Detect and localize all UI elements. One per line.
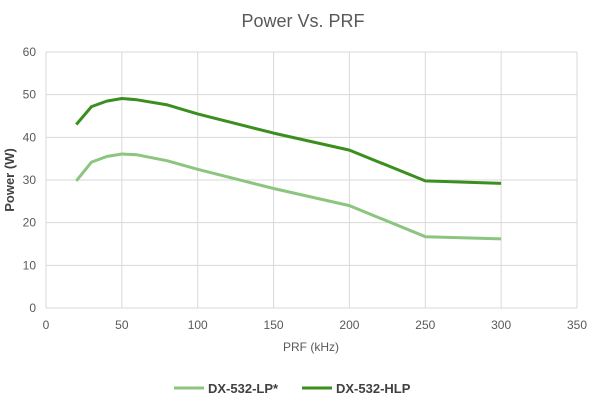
- y-tick-label: 10: [23, 258, 37, 272]
- chart-title: Power Vs. PRF: [241, 11, 364, 31]
- x-tick-label: 0: [43, 318, 50, 332]
- x-tick-label: 350: [567, 318, 587, 332]
- x-tick-label: 100: [188, 318, 208, 332]
- y-tick-label: 60: [23, 45, 37, 59]
- y-tick-label: 20: [23, 216, 37, 230]
- x-tick-label: 200: [339, 318, 359, 332]
- y-tick-label: 50: [23, 88, 37, 102]
- series-line-dx-532-lp-: [75, 152, 502, 241]
- x-tick-label: 50: [115, 318, 129, 332]
- legend-label: DX-532-HLP: [336, 381, 411, 396]
- x-tick-label: 300: [491, 318, 511, 332]
- y-tick-label: 30: [23, 173, 37, 187]
- y-tick-label: 40: [23, 130, 37, 144]
- y-axis-label: Power (W): [2, 148, 17, 212]
- legend-label: DX-532-LP*: [208, 381, 279, 396]
- x-tick-label: 150: [264, 318, 284, 332]
- series-line-dx-532-hlp: [75, 97, 502, 185]
- y-tick-label: 0: [29, 301, 36, 315]
- x-axis-label: PRF (kHz): [283, 340, 339, 354]
- x-tick-label: 250: [415, 318, 435, 332]
